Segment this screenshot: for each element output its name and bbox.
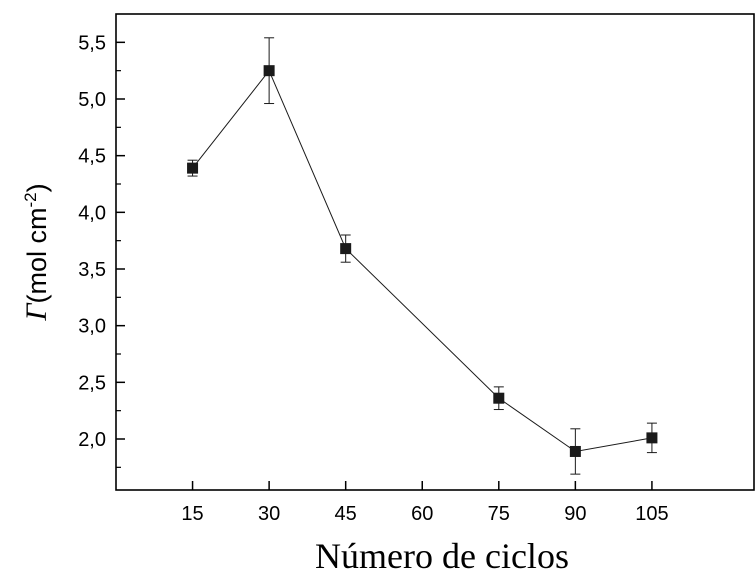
x-axis-label: Número de ciclos bbox=[315, 536, 569, 576]
x-tick-label: 60 bbox=[411, 503, 433, 525]
data-point bbox=[187, 162, 199, 174]
x-tick-label: 75 bbox=[488, 503, 510, 525]
data-point bbox=[646, 432, 658, 444]
plot-frame bbox=[115, 13, 755, 491]
y-tick-label: 2,5 bbox=[78, 372, 106, 394]
y-axis-label-symbol: Γ bbox=[20, 302, 53, 322]
series-group bbox=[187, 37, 658, 475]
y-axis-label-superscript: -2 bbox=[21, 192, 40, 207]
y-axis-ticks: 2,0 2,5 3,0 3,5 4,0 4,5 5,0 5,5 bbox=[78, 32, 125, 468]
y-tick-label: 5,0 bbox=[78, 89, 106, 111]
data-point bbox=[340, 243, 352, 255]
data-point bbox=[569, 445, 581, 457]
x-tick-label: 30 bbox=[258, 503, 280, 525]
y-tick-label: 4,0 bbox=[78, 202, 106, 224]
y-axis-label: Γ(mol cm-2) bbox=[20, 183, 53, 321]
y-axis-label-text: (mol cm bbox=[22, 208, 52, 304]
series-line bbox=[192, 69, 652, 453]
x-tick-label: 90 bbox=[564, 503, 586, 525]
y-tick-label: 3,0 bbox=[78, 316, 106, 338]
y-axis-label-close: ) bbox=[22, 183, 52, 192]
x-tick-label: 15 bbox=[181, 503, 203, 525]
y-tick-label: 3,5 bbox=[78, 259, 106, 281]
data-point bbox=[493, 392, 505, 404]
x-tick-label: 105 bbox=[635, 503, 668, 525]
y-tick-label: 2,0 bbox=[78, 429, 106, 451]
y-tick-label: 5,5 bbox=[78, 32, 106, 54]
y-tick-label: 4,5 bbox=[78, 146, 106, 168]
x-tick-label: 45 bbox=[335, 503, 357, 525]
x-axis-ticks: 15 30 45 60 75 90 105 bbox=[181, 481, 669, 525]
data-point bbox=[263, 65, 275, 77]
